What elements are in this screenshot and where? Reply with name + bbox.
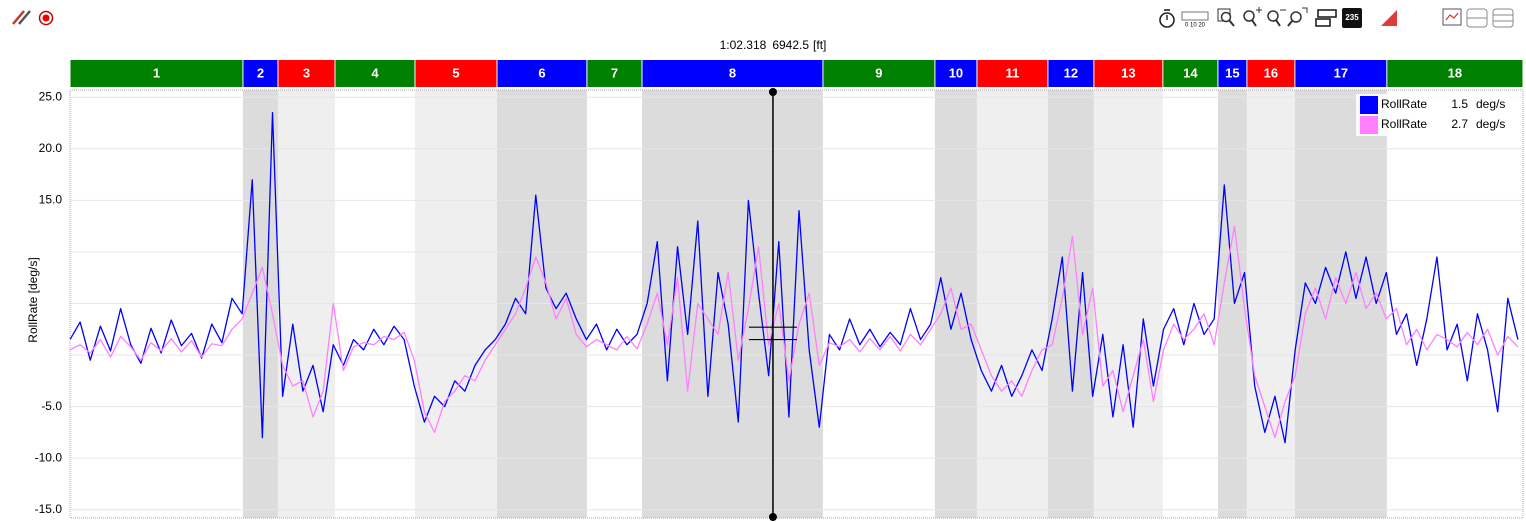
cursor-distance: 6942.5 bbox=[772, 38, 809, 52]
sector-bar bbox=[243, 60, 278, 87]
legend-box bbox=[1356, 94, 1520, 136]
sector-shade bbox=[1047, 90, 1094, 518]
y-tick-label: -10.0 bbox=[35, 450, 63, 464]
sector-bar bbox=[1218, 60, 1247, 87]
ruler-button[interactable]: 0 10 20 bbox=[1181, 11, 1209, 29]
sector-shading bbox=[242, 90, 1387, 518]
triangle-button[interactable] bbox=[1381, 10, 1397, 26]
layout-button[interactable] bbox=[1315, 9, 1337, 27]
sector-label: 1 bbox=[153, 65, 160, 80]
sector-bar bbox=[278, 60, 335, 87]
sector-bar bbox=[642, 60, 823, 87]
record-button[interactable] bbox=[38, 10, 54, 26]
sector-label: 8 bbox=[729, 65, 736, 80]
ruler-text: 0 10 20 bbox=[1185, 23, 1206, 29]
sector-bar bbox=[823, 60, 935, 87]
cursor-readout: 1:02.318 6942.5 [ft] bbox=[720, 38, 827, 52]
sector-label: 11 bbox=[1006, 65, 1020, 80]
sector-bar bbox=[1163, 60, 1218, 87]
sector-label: 10 bbox=[949, 65, 963, 80]
sector-label: 16 bbox=[1264, 65, 1278, 80]
sector-bar bbox=[1048, 60, 1094, 87]
sector-bar bbox=[1387, 60, 1523, 87]
sector-label: 15 bbox=[1225, 65, 1239, 80]
sector-shade bbox=[641, 90, 823, 518]
sector-label: 17 bbox=[1334, 65, 1348, 80]
sector-label: 7 bbox=[611, 65, 618, 80]
zoom-box-button[interactable] bbox=[1217, 8, 1235, 27]
legend-value: 1.5 bbox=[1451, 97, 1468, 111]
sector-label: 14 bbox=[1183, 65, 1198, 80]
sector-shade bbox=[277, 90, 335, 518]
y-tick-label: 20.0 bbox=[39, 141, 63, 155]
sector-shade bbox=[496, 90, 587, 518]
left-toolbar bbox=[12, 10, 54, 26]
cursor-unit: [ft] bbox=[813, 38, 826, 52]
sector-bar bbox=[1247, 60, 1295, 87]
series-line bbox=[69, 112, 1519, 444]
sector-bar bbox=[1094, 60, 1163, 87]
zoom-in-button[interactable] bbox=[1243, 7, 1262, 27]
sector-shade bbox=[976, 90, 1048, 518]
y-tick-label: 25.0 bbox=[39, 89, 63, 103]
right-toolbar: 0 10 20 235 bbox=[1159, 7, 1514, 29]
sector-shade bbox=[1093, 90, 1163, 518]
sector-label: 3 bbox=[303, 65, 310, 80]
zoom-out-button[interactable] bbox=[1267, 9, 1286, 27]
sector-label: 9 bbox=[875, 65, 882, 80]
legend-swatch bbox=[1360, 96, 1378, 114]
legend-unit: deg/s bbox=[1476, 97, 1505, 111]
split-3-button[interactable] bbox=[1492, 8, 1514, 28]
sector-bar bbox=[70, 60, 243, 87]
plot-frame bbox=[69, 89, 1524, 519]
sector-label: 5 bbox=[452, 65, 459, 80]
sector-label: 18 bbox=[1448, 65, 1462, 80]
stopwatch-button[interactable] bbox=[1159, 9, 1175, 28]
grid bbox=[70, 96, 1523, 511]
sector-shade bbox=[1217, 90, 1247, 518]
sector-label: 13 bbox=[1121, 65, 1135, 80]
sector-bar bbox=[335, 60, 415, 87]
chart-button[interactable] bbox=[1442, 8, 1462, 26]
y-tick-label: 15.0 bbox=[39, 193, 63, 207]
sector-bar bbox=[415, 60, 497, 87]
series-line bbox=[69, 225, 1519, 439]
sector-label: 4 bbox=[371, 65, 379, 80]
plot-lines bbox=[69, 112, 1519, 444]
split-2-button[interactable] bbox=[1466, 8, 1488, 28]
sector-bar bbox=[1295, 60, 1387, 87]
overlay: RollRate 1.5 deg/s RollRate 2.7 deg/s bbox=[748, 88, 1520, 521]
cursor-handle bbox=[768, 88, 777, 96]
sector-bar bbox=[587, 60, 642, 87]
pen-tool-button[interactable] bbox=[12, 10, 31, 25]
sector-bar bbox=[935, 60, 977, 87]
legend-name: RollRate bbox=[1381, 117, 1427, 131]
legend-value: 2.7 bbox=[1451, 117, 1468, 131]
value-button[interactable]: 235 bbox=[1342, 8, 1362, 28]
sector-shade bbox=[414, 90, 497, 518]
sector-label: 12 bbox=[1064, 65, 1078, 80]
value-badge: 235 bbox=[1345, 13, 1359, 22]
y-axis-title: RollRate [deg/s] bbox=[26, 257, 40, 342]
legend-name: RollRate bbox=[1381, 97, 1427, 111]
sector-label: 2 bbox=[257, 65, 264, 80]
sector-bar bbox=[497, 60, 587, 87]
y-tick-label: -5.0 bbox=[41, 399, 62, 413]
sector-label: 6 bbox=[538, 65, 545, 80]
y-tick-label: -15.0 bbox=[35, 502, 63, 516]
legend-swatch bbox=[1360, 116, 1378, 134]
sector-shade bbox=[1246, 90, 1295, 518]
sector-shade bbox=[934, 90, 977, 518]
zoom-fit-button[interactable] bbox=[1287, 7, 1308, 27]
legend-unit: deg/s bbox=[1476, 117, 1505, 131]
sector-bar bbox=[977, 60, 1048, 87]
legend: RollRate 1.5 deg/s RollRate 2.7 deg/s bbox=[1356, 94, 1520, 136]
sector-shade bbox=[242, 90, 278, 518]
cursor-handle bbox=[768, 513, 777, 521]
sector-shade bbox=[1294, 90, 1387, 518]
cursor-time: 1:02.318 bbox=[720, 38, 767, 52]
